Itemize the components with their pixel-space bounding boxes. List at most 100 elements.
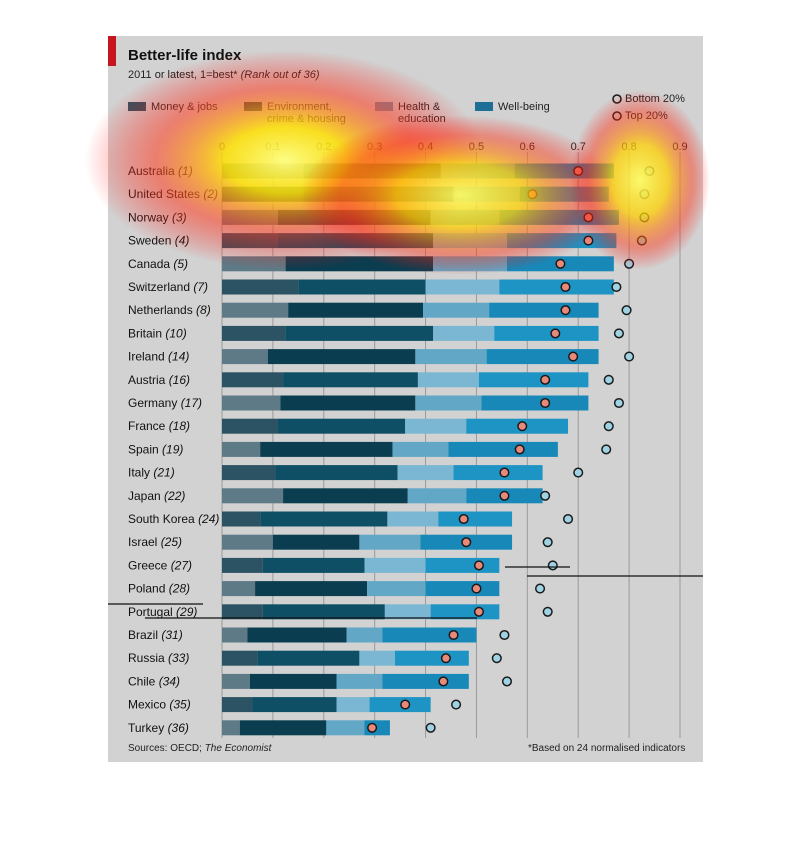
top-20-marker-17 <box>547 560 558 571</box>
bar-1-16 <box>272 534 360 550</box>
country-label-16: Israel (25) <box>128 535 182 549</box>
bar-0-0 <box>222 163 304 179</box>
bar-1-0 <box>303 163 441 179</box>
country-rank: (22) <box>164 489 185 503</box>
bar-0-7 <box>222 325 286 341</box>
country-label-18: Poland (28) <box>128 582 190 596</box>
legend-label-wellbeing: Well-being <box>498 101 550 113</box>
country-label-22: Chile (34) <box>128 674 180 688</box>
bar-2-15 <box>387 511 439 527</box>
bottom-20-marker-5 <box>560 281 571 293</box>
country-label-0: Australia (1) <box>128 164 193 178</box>
bar-3-8 <box>486 349 599 365</box>
country-rank: (18) <box>169 419 190 433</box>
bottom-20-marker-20 <box>448 629 459 641</box>
country-name: Ireland <box>128 350 168 364</box>
country-label-24: Turkey (36) <box>128 721 189 735</box>
tick-label-1: 0.1 <box>265 141 280 153</box>
country-rank: (19) <box>162 442 183 456</box>
bar-0-21 <box>222 650 258 666</box>
bar-3-18 <box>425 581 500 597</box>
country-rank: (27) <box>171 558 192 572</box>
bar-0-8 <box>222 349 268 365</box>
country-rank: (14) <box>168 350 189 364</box>
bar-3-12 <box>448 441 558 457</box>
top-20-marker-24 <box>425 722 436 733</box>
country-name: Spain <box>128 442 162 456</box>
bar-1-13 <box>275 465 398 481</box>
bar-0-12 <box>222 441 261 457</box>
bar-0-5 <box>222 279 299 295</box>
country-label-11: France (18) <box>128 419 190 433</box>
bar-2-16 <box>359 534 421 550</box>
top-20-marker-18 <box>535 583 546 594</box>
country-label-23: Mexico (35) <box>128 698 191 712</box>
bar-1-1 <box>303 186 454 202</box>
country-rank: (25) <box>161 535 182 549</box>
top-20-marker-9 <box>603 374 614 385</box>
country-rank: (24) <box>198 512 219 526</box>
bar-0-2 <box>222 209 278 225</box>
bar-3-21 <box>395 650 469 666</box>
country-rank: (35) <box>169 698 190 712</box>
country-label-13: Italy (21) <box>128 466 175 480</box>
country-rank: (21) <box>153 466 174 480</box>
bar-1-7 <box>285 325 434 341</box>
country-rank: (3) <box>172 210 187 224</box>
tick-label-5: 0.5 <box>469 141 484 153</box>
top-20-marker-4 <box>624 258 635 269</box>
footnote: *Based on 24 normalised indicators <box>528 743 686 754</box>
bar-0-10 <box>222 395 281 411</box>
bar-3-5 <box>499 279 614 295</box>
bar-2-21 <box>359 650 396 666</box>
country-label-20: Brazil (31) <box>128 628 183 642</box>
bar-2-1 <box>453 186 520 202</box>
top-20-marker-13 <box>573 467 584 478</box>
bar-3-22 <box>382 673 469 689</box>
sources-label: Sources: OECD; <box>128 743 205 754</box>
bottom-20-marker-15 <box>458 513 469 525</box>
country-rank: (33) <box>168 651 189 665</box>
bar-3-11 <box>466 418 569 434</box>
country-name: Netherlands <box>128 303 196 317</box>
country-label-6: Netherlands (8) <box>128 303 211 317</box>
tick-label-9: 0.9 <box>672 141 687 153</box>
bar-3-17 <box>425 557 500 573</box>
country-name: Israel <box>128 535 161 549</box>
country-rank: (4) <box>175 234 190 248</box>
country-label-19: Portugal (29) <box>128 605 197 619</box>
country-name: Switzerland <box>128 280 193 294</box>
bottom-20-marker-3 <box>583 235 594 246</box>
bar-1-17 <box>262 557 365 573</box>
bar-2-10 <box>415 395 482 411</box>
bar-1-8 <box>267 349 416 365</box>
bottom-20-marker-11 <box>517 421 528 432</box>
bottom-20-marker-1 <box>527 189 538 200</box>
bar-3-7 <box>494 325 599 341</box>
bar-3-3 <box>506 233 617 249</box>
country-rank: (17) <box>181 396 202 410</box>
country-rank: (34) <box>159 674 180 688</box>
bar-2-22 <box>336 673 383 689</box>
country-name: Mexico <box>128 698 169 712</box>
bar-2-12 <box>392 441 449 457</box>
country-rank: (16) <box>169 373 190 387</box>
bar-1-5 <box>298 279 426 295</box>
bar-0-16 <box>222 534 273 550</box>
bar-2-7 <box>433 325 495 341</box>
country-rank: (2) <box>203 187 218 201</box>
country-label-17: Greece (27) <box>128 558 192 572</box>
bar-2-11 <box>405 418 467 434</box>
bar-3-13 <box>453 465 543 481</box>
bar-0-1 <box>222 186 304 202</box>
country-name: Sweden <box>128 234 175 248</box>
bottom-20-marker-19 <box>473 606 485 617</box>
bar-3-23 <box>369 697 431 713</box>
country-rank: (29) <box>176 605 197 619</box>
top-20-marker-1 <box>639 189 650 200</box>
bar-1-6 <box>288 302 424 318</box>
top-20-marker-12 <box>601 444 612 455</box>
country-label-21: Russia (33) <box>128 651 189 665</box>
bar-2-17 <box>364 557 426 573</box>
bar-2-19 <box>384 604 431 620</box>
